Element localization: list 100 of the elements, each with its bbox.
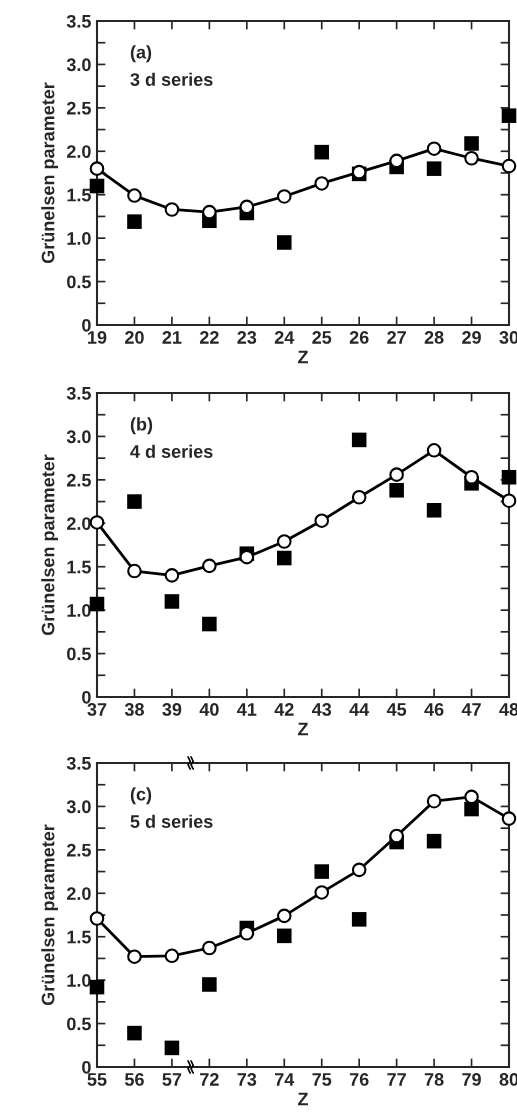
point bbox=[202, 940, 217, 956]
x-tick-label: 37 bbox=[87, 703, 107, 716]
x-axis-title: Z bbox=[298, 722, 308, 736]
point bbox=[276, 235, 292, 250]
x-tick-label: 74 bbox=[275, 1073, 295, 1086]
point bbox=[89, 911, 105, 926]
point bbox=[202, 204, 217, 220]
x-tick-label: 20 bbox=[125, 331, 144, 344]
y-tick-label: 3.5 bbox=[66, 756, 91, 770]
point bbox=[127, 563, 142, 579]
point bbox=[501, 108, 517, 123]
x-axis-title: Z bbox=[298, 350, 308, 364]
x-tick-label: 39 bbox=[162, 703, 182, 716]
point bbox=[426, 161, 442, 176]
x-tick-label: 22 bbox=[199, 331, 219, 344]
x-tick-label: 78 bbox=[424, 1073, 444, 1086]
point bbox=[389, 483, 404, 498]
y-tick-label: 0.5 bbox=[67, 275, 91, 289]
x-axis-title: Z bbox=[298, 1092, 308, 1106]
x-tick-label: 19 bbox=[88, 331, 107, 344]
point bbox=[314, 176, 330, 191]
y-tick-label: 2.0 bbox=[66, 517, 91, 531]
point bbox=[501, 158, 517, 174]
text: (a) bbox=[130, 45, 152, 63]
point bbox=[314, 885, 330, 900]
point bbox=[164, 594, 180, 609]
y-tick-label: 1.5 bbox=[67, 930, 91, 944]
x-tick-label: 41 bbox=[237, 703, 257, 716]
y-axis-title: Grünelsen parameter bbox=[41, 454, 59, 636]
point bbox=[389, 828, 404, 844]
point bbox=[314, 864, 330, 879]
point bbox=[426, 502, 442, 518]
y-tick-label: 1.0 bbox=[67, 232, 91, 245]
y-tick-label: 2.5 bbox=[66, 101, 91, 115]
x-tick-label: 23 bbox=[237, 331, 257, 344]
x-tick-label: 73 bbox=[237, 1073, 257, 1086]
text: (c) bbox=[130, 787, 152, 805]
point bbox=[314, 513, 330, 528]
point bbox=[464, 801, 479, 817]
point bbox=[426, 443, 442, 458]
y-tick-label: 2.0 bbox=[66, 887, 91, 901]
point bbox=[276, 550, 292, 566]
point bbox=[464, 150, 479, 166]
point bbox=[127, 494, 142, 509]
text: 4 d series bbox=[130, 444, 213, 458]
x-tick-label: 42 bbox=[274, 703, 294, 716]
y-tick-label: 2.5 bbox=[66, 843, 91, 857]
y-tick-label: 3.0 bbox=[66, 58, 91, 72]
point bbox=[127, 188, 142, 203]
point bbox=[426, 833, 442, 849]
point bbox=[314, 144, 330, 160]
x-tick-label: 24 bbox=[274, 331, 295, 344]
point bbox=[351, 432, 367, 448]
x-tick-label: 40 bbox=[199, 703, 219, 716]
x-tick-label: 45 bbox=[386, 703, 407, 716]
x-tick-label: 44 bbox=[349, 703, 370, 716]
y-tick-label: 0 bbox=[82, 318, 91, 332]
y-tick-label: 1.5 bbox=[67, 560, 91, 574]
x-tick-label: 55 bbox=[87, 1073, 107, 1086]
point bbox=[127, 949, 142, 964]
y-axis-title: Grünelsen parameter bbox=[41, 82, 59, 264]
y-tick-label: 1.0 bbox=[67, 604, 91, 617]
point bbox=[426, 793, 442, 809]
point bbox=[426, 141, 442, 156]
x-tick-label: 56 bbox=[124, 1073, 144, 1086]
point bbox=[164, 948, 180, 964]
y-tick-label: 3.0 bbox=[66, 430, 91, 444]
point bbox=[127, 1025, 142, 1041]
x-tick-label: 79 bbox=[462, 1073, 481, 1086]
y-axis-title: Grünelsen parameter bbox=[41, 824, 59, 1006]
x-tick-label: 75 bbox=[312, 1073, 332, 1086]
point bbox=[89, 596, 105, 612]
x-tick-label: 72 bbox=[200, 1073, 219, 1086]
x-tick-label: 76 bbox=[349, 1073, 369, 1086]
x-tick-label: 29 bbox=[462, 331, 481, 344]
y-tick-label: 1.5 bbox=[67, 188, 91, 202]
point bbox=[276, 534, 292, 549]
point bbox=[501, 469, 517, 485]
x-tick-label: 26 bbox=[349, 331, 369, 344]
y-tick-label: 3.5 bbox=[66, 386, 91, 400]
point bbox=[351, 489, 367, 505]
point bbox=[276, 928, 292, 944]
point bbox=[89, 178, 105, 194]
point bbox=[202, 977, 217, 992]
x-tick-label: 27 bbox=[387, 331, 406, 344]
y-tick-label: 0.5 bbox=[67, 647, 91, 661]
point bbox=[89, 979, 105, 995]
x-tick-label: 46 bbox=[424, 703, 444, 716]
point bbox=[351, 862, 367, 878]
y-tick-label: 2.0 bbox=[66, 145, 91, 159]
point bbox=[89, 161, 105, 176]
point bbox=[276, 189, 292, 204]
point bbox=[202, 616, 217, 632]
point bbox=[501, 811, 517, 826]
point bbox=[464, 469, 479, 485]
point bbox=[164, 202, 180, 217]
point bbox=[202, 558, 217, 574]
text: 5 d series bbox=[130, 814, 213, 828]
point bbox=[464, 136, 479, 151]
point bbox=[351, 912, 367, 927]
